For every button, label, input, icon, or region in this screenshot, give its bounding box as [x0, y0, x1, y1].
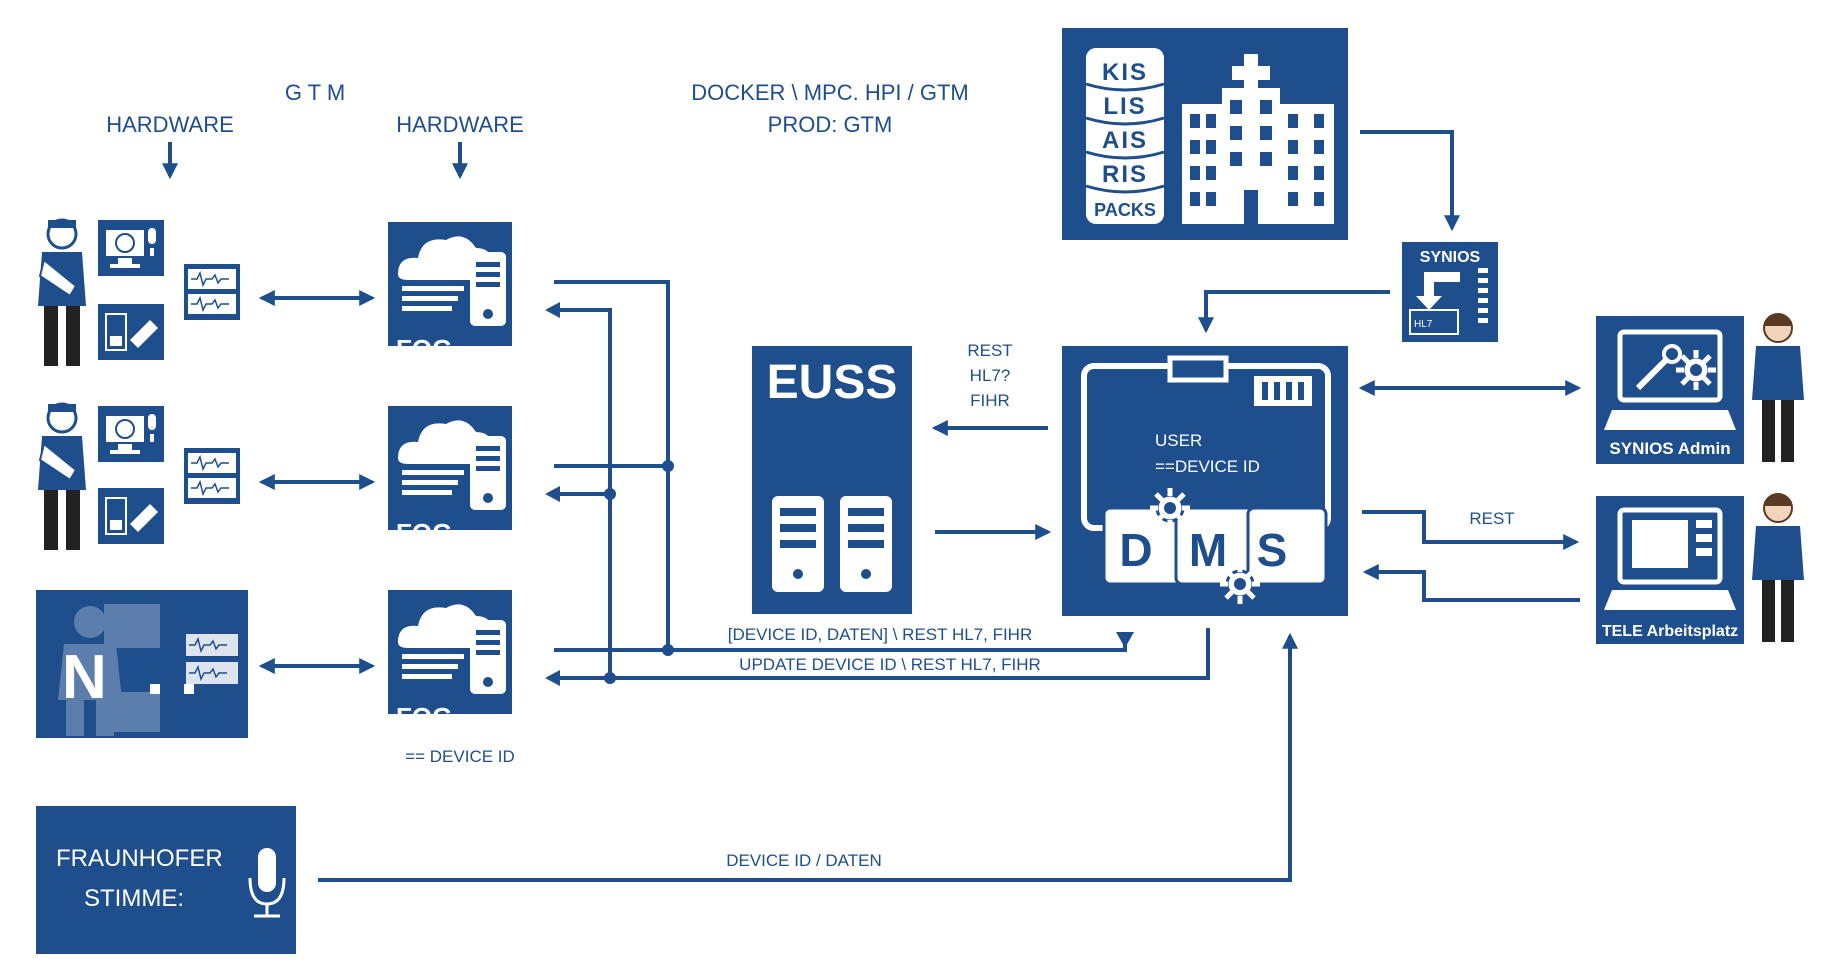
- gear-icon: [1220, 564, 1260, 604]
- update-device-label: UPDATE DEVICE ID \ REST HL7, FIHR: [739, 655, 1041, 674]
- db-ris: RIS: [1102, 161, 1148, 188]
- docker-label-line1: DOCKER \ MPC. HPI / GTM: [691, 80, 968, 105]
- arrow-dms-tele: [1362, 510, 1580, 550]
- patient-icon: [36, 402, 88, 552]
- synios-admin-label: SYNIOS Admin: [1609, 439, 1730, 458]
- fog-node-2: FOG: [388, 406, 512, 548]
- tele-workstation: TELE Arbeitsplatz: [1596, 496, 1744, 644]
- fraunhofer-line2: STIMME:: [84, 885, 184, 912]
- synios-label: SYNIOS: [1420, 249, 1481, 266]
- junction-dot: [604, 488, 616, 500]
- arrow-head: [545, 670, 560, 686]
- device-id-note: == DEVICE ID: [405, 747, 515, 766]
- dms-node: USER ==DEVICE ID D M S: [1062, 346, 1348, 616]
- synios-node: SYNIOS HL7: [1402, 242, 1498, 342]
- hardware-label-left: HARDWARE: [106, 112, 234, 137]
- arrow-synios-dms: [1198, 290, 1390, 334]
- junction-dot: [604, 672, 616, 684]
- fog-label: FOG: [396, 518, 452, 548]
- fog-node-1: FOG: [388, 222, 512, 364]
- tele-label: TELE Arbeitsplatz: [1602, 623, 1738, 640]
- microphone-icon: [248, 848, 286, 918]
- fog-node-3: FOG: [388, 590, 512, 732]
- gtm-label: G T M: [285, 80, 345, 105]
- dms-letter-d: D: [1119, 524, 1152, 576]
- hospital-systems: KIS LIS AIS RIS PACKS: [1062, 28, 1348, 240]
- n-label: N: [62, 643, 107, 712]
- person-icon: [1751, 313, 1805, 463]
- rest-right-label: REST: [1469, 509, 1514, 528]
- db-ais: AIS: [1102, 127, 1148, 154]
- fraunhofer-voice: FRAUNHOFER STIMME:: [36, 806, 296, 954]
- junction-dot: [662, 644, 674, 656]
- synios-admin-station: SYNIOS Admin: [1596, 316, 1744, 464]
- hardware-label-right: HARDWARE: [396, 112, 524, 137]
- arrow-head: [545, 486, 560, 502]
- fraunhofer-line1: FRAUNHOFER: [56, 845, 223, 872]
- device-daten-label: [DEVICE ID, DATEN] \ REST HL7, FIHR: [728, 625, 1032, 644]
- arrow-hospital-synios: [1360, 130, 1460, 232]
- device-eq-label: ==DEVICE ID: [1155, 457, 1260, 476]
- rest-label-3: FIHR: [970, 391, 1010, 410]
- euss-title: EUSS: [767, 356, 898, 409]
- arrow-head: [545, 302, 560, 318]
- db-kis: KIS: [1102, 59, 1148, 86]
- fog-label: FOG: [396, 334, 452, 364]
- person-icon: [1751, 493, 1805, 643]
- rest-label-1: REST: [967, 341, 1012, 360]
- gear-icon: [1150, 488, 1190, 528]
- gear-icon: [1676, 350, 1716, 390]
- dms-letter-s: S: [1257, 524, 1288, 576]
- arrow-head: [1116, 632, 1134, 648]
- vitals-monitor-icon: [183, 447, 241, 505]
- dms-letter-m: M: [1189, 524, 1227, 576]
- junction-dot: [662, 460, 674, 472]
- monitor-icon: [97, 219, 165, 277]
- patient-group-n: N: [36, 590, 248, 738]
- docker-label-line2: PROD: GTM: [768, 112, 893, 137]
- rest-label-2: HL7?: [970, 366, 1011, 385]
- device-id-daten-label: DEVICE ID / DATEN: [726, 851, 882, 870]
- monitor-icon: [97, 405, 165, 463]
- arrow-tele-dms: [1362, 564, 1580, 602]
- user-label: USER: [1155, 431, 1202, 450]
- db-lis: LIS: [1103, 93, 1146, 120]
- db-packs: PACKS: [1094, 200, 1156, 220]
- fog-label: FOG: [396, 702, 452, 732]
- vitals-monitor-icon: [183, 263, 241, 321]
- patient-icon: [36, 218, 88, 368]
- device-icon: [97, 303, 165, 361]
- device-icon: [97, 487, 165, 545]
- arrow-fraunhofer-dms: [318, 632, 1298, 882]
- euss-server: EUSS: [752, 346, 912, 614]
- hl7-label: HL7: [1414, 319, 1433, 330]
